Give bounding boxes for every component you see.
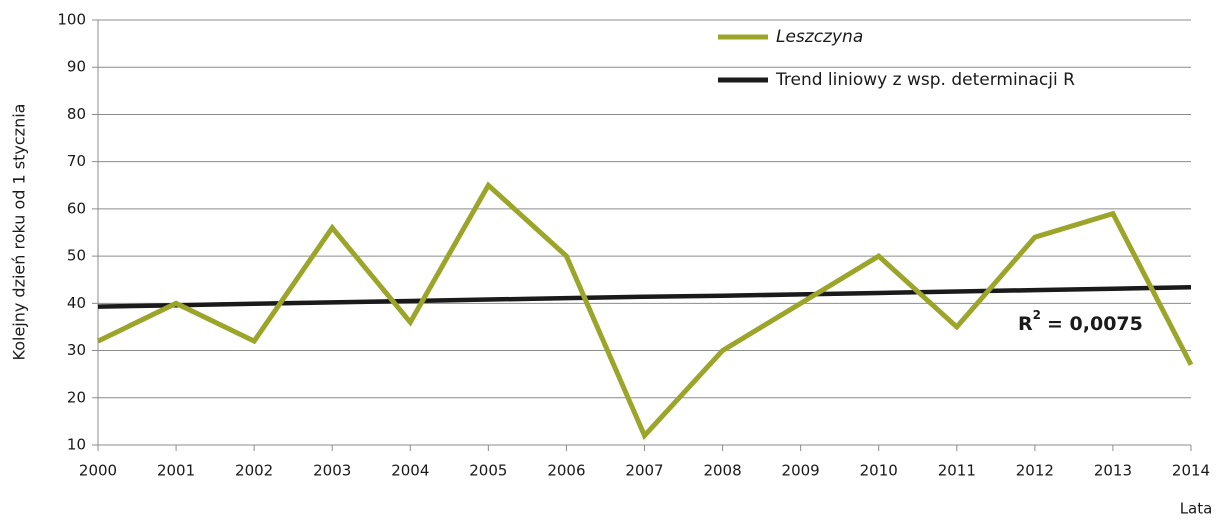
x-tick-label: 2014 [1172,462,1210,480]
y-tick-label: 50 [67,247,86,265]
annotation-sup: 2 [1033,308,1041,322]
x-tick-label: 2005 [469,462,507,480]
x-tick-label: 2000 [79,462,117,480]
plot: 10 20 30 40 50 60 70 80 90 100 2000 2001 2002 2003 200… [57,11,1210,480]
annotation-rest: = 0,0075 [1047,313,1143,335]
y-tick-label: 70 [67,152,86,170]
x-tick-label: 2007 [625,462,663,480]
y-tick-label: 20 [67,388,86,406]
y-axis-label: Kolejny dzień roku od 1 stycznia [10,104,29,361]
x-tick-label: 2004 [391,462,429,480]
legend-label: Leszczyna [776,27,863,47]
x-tick-label: 2012 [1016,462,1054,480]
legend-label: Trend liniowy z wsp. determinacji R [775,70,1075,90]
x-tick-label: 2011 [938,462,976,480]
x-tick-label: 2010 [860,462,898,480]
annotation: R2 = 0,0075 [1018,308,1143,335]
x-tick-label: 2008 [703,462,741,480]
y-tick-label: 100 [57,11,86,29]
y-tick-label: 90 [67,58,86,76]
x-tick-label: 2001 [157,462,195,480]
y-tick-label: 10 [67,436,86,454]
y-tick-label: 40 [67,294,86,312]
x-tick-label: 2013 [1094,462,1132,480]
y-tick-label: 60 [67,199,86,217]
x-tick-label: 2002 [235,462,273,480]
series-line [96,181,1194,441]
x-tick-label: 2009 [782,462,820,480]
x-tick-label: 2006 [547,462,585,480]
y-tick-label: 30 [67,341,86,359]
x-axis-label: Lata [1180,500,1213,518]
y-tick-label: 80 [67,105,86,123]
annotation-base: R [1018,313,1033,335]
x-tick-label: 2003 [313,462,351,480]
